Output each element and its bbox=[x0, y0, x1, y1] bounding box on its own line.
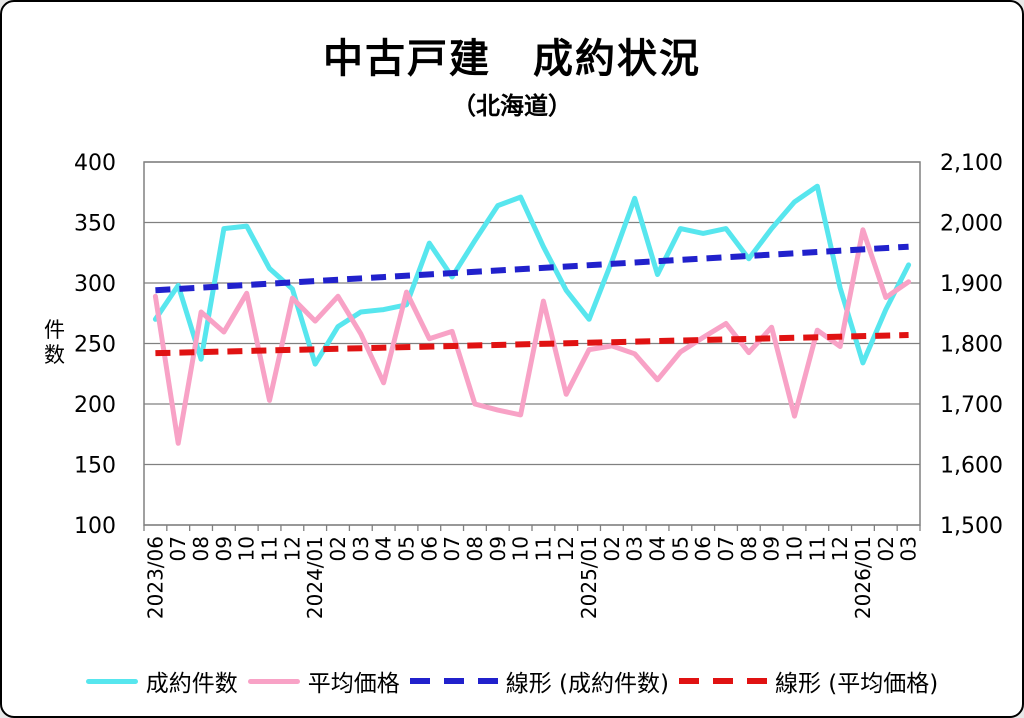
legend-label-price-trend: 線形 (平均価格) bbox=[775, 671, 939, 697]
svg-text:1,700: 1,700 bbox=[940, 393, 1003, 418]
svg-text:1,900: 1,900 bbox=[940, 272, 1003, 297]
legend: 成約件数 平均価格 線形 (成約件数) 線形 (平均価格) bbox=[2, 664, 1022, 698]
legend-item-count: 成約件数 bbox=[85, 664, 238, 698]
svg-text:10: 10 bbox=[509, 536, 533, 561]
trendline-price_trend bbox=[155, 332, 909, 357]
svg-text:2,100: 2,100 bbox=[940, 151, 1003, 176]
svg-text:11: 11 bbox=[258, 536, 282, 561]
svg-text:11: 11 bbox=[805, 536, 829, 561]
chart-title: 中古戸建 成約状況 bbox=[323, 36, 701, 82]
svg-text:2023/06: 2023/06 bbox=[143, 536, 167, 619]
legend-item-price: 平均価格 bbox=[247, 664, 400, 698]
svg-text:03: 03 bbox=[897, 536, 921, 561]
svg-text:12: 12 bbox=[828, 536, 852, 561]
svg-text:2026/01: 2026/01 bbox=[851, 536, 875, 619]
svg-text:12: 12 bbox=[554, 536, 578, 561]
y-axis-title: 件 数 bbox=[44, 318, 65, 367]
svg-text:09: 09 bbox=[212, 536, 236, 561]
svg-text:05: 05 bbox=[668, 536, 692, 561]
svg-text:200: 200 bbox=[74, 393, 116, 418]
series-count_line bbox=[152, 183, 912, 367]
svg-text:07: 07 bbox=[166, 536, 190, 561]
legend-item-price-trend: 線形 (平均価格) bbox=[679, 664, 938, 698]
trendline-count_trend bbox=[155, 243, 909, 294]
count-trend-swatch bbox=[409, 678, 498, 684]
svg-text:06: 06 bbox=[417, 536, 441, 561]
svg-text:03: 03 bbox=[349, 536, 373, 561]
svg-text:400: 400 bbox=[74, 151, 116, 176]
count-line-swatch bbox=[85, 678, 138, 684]
svg-text:09: 09 bbox=[486, 536, 510, 561]
legend-label-count-trend: 線形 (成約件数) bbox=[505, 671, 669, 697]
legend-item-count-trend: 線形 (成約件数) bbox=[409, 664, 669, 698]
left-axis-labels: 400 350 300 250 200 150 100 bbox=[74, 151, 116, 539]
svg-text:07: 07 bbox=[440, 536, 464, 561]
chart-subtitle: （北海道） bbox=[452, 92, 572, 120]
svg-text:09: 09 bbox=[760, 536, 784, 561]
price-line-swatch bbox=[247, 678, 300, 684]
svg-text:02: 02 bbox=[874, 536, 898, 561]
svg-text:02: 02 bbox=[600, 536, 624, 561]
x-axis-ticks bbox=[143, 525, 921, 531]
legend-label-price: 平均価格 bbox=[307, 671, 400, 697]
svg-text:04: 04 bbox=[646, 536, 670, 561]
svg-text:2,000: 2,000 bbox=[940, 212, 1003, 237]
right-axis-labels: 2,100 2,000 1,900 1,800 1,700 1,600 1,500 bbox=[940, 151, 1003, 539]
svg-text:10: 10 bbox=[782, 536, 806, 561]
x-axis-labels: 2023/060708091011122024/0102030405060708… bbox=[143, 536, 920, 619]
svg-text:08: 08 bbox=[463, 536, 487, 561]
svg-text:1,600: 1,600 bbox=[940, 454, 1003, 479]
svg-text:02: 02 bbox=[326, 536, 350, 561]
svg-text:300: 300 bbox=[74, 272, 116, 297]
svg-text:250: 250 bbox=[74, 333, 116, 358]
svg-text:04: 04 bbox=[372, 536, 396, 561]
svg-text:07: 07 bbox=[714, 536, 738, 561]
svg-text:08: 08 bbox=[737, 536, 761, 561]
svg-text:1,800: 1,800 bbox=[940, 333, 1003, 358]
svg-text:150: 150 bbox=[74, 454, 116, 479]
svg-text:10: 10 bbox=[235, 536, 259, 561]
svg-text:1,500: 1,500 bbox=[940, 514, 1003, 539]
svg-text:2024/01: 2024/01 bbox=[303, 536, 327, 619]
svg-text:11: 11 bbox=[531, 536, 555, 561]
svg-text:05: 05 bbox=[394, 536, 418, 561]
svg-text:06: 06 bbox=[691, 536, 715, 561]
legend-label-count: 成約件数 bbox=[145, 671, 238, 697]
price-trend-swatch bbox=[679, 678, 767, 684]
svg-text:08: 08 bbox=[189, 536, 213, 561]
svg-text:12: 12 bbox=[280, 536, 304, 561]
svg-text:2025/01: 2025/01 bbox=[577, 536, 601, 619]
svg-text:350: 350 bbox=[74, 212, 116, 237]
svg-text:03: 03 bbox=[623, 536, 647, 561]
svg-text:100: 100 bbox=[74, 514, 116, 539]
